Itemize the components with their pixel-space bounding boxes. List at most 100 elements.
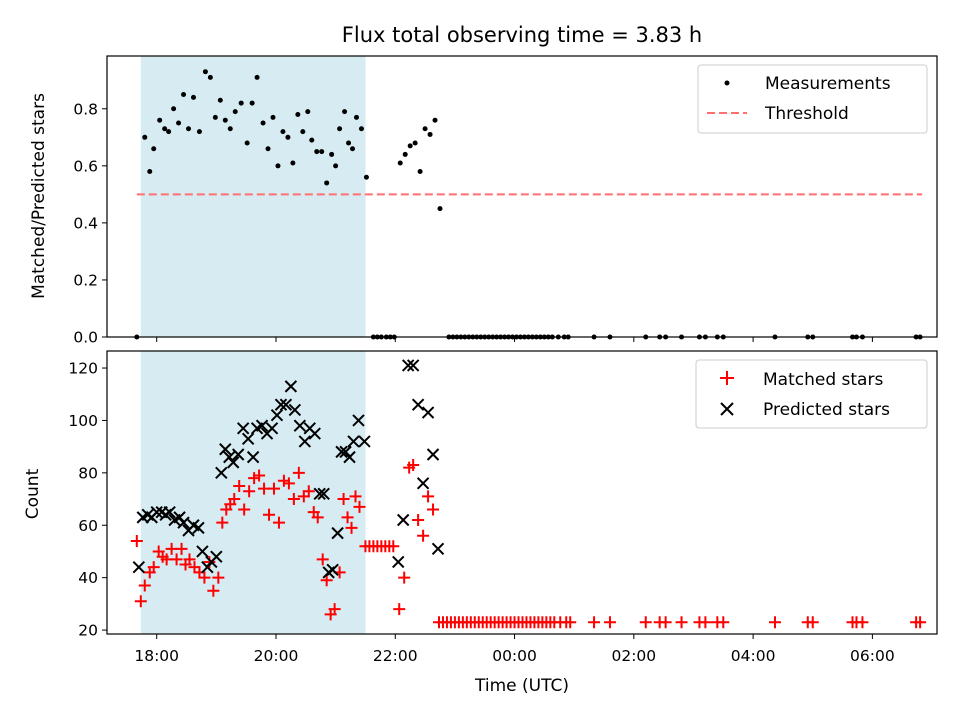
measurement-point — [162, 126, 168, 132]
count-axes-frame — [106, 350, 938, 635]
matched-star-point — [233, 479, 246, 492]
predicted-star-point — [313, 487, 326, 501]
predicted-star-point — [317, 487, 330, 501]
measurement-point — [300, 129, 306, 135]
measurement-point — [437, 206, 443, 212]
matched-star-point — [768, 616, 781, 629]
predicted-star-point — [232, 448, 245, 461]
matched-star-point — [267, 482, 280, 495]
ratio-y-tick-label: 0.6 — [73, 157, 98, 175]
measurement-point — [342, 109, 348, 115]
measurement-point — [227, 126, 233, 132]
matched-star-point — [412, 514, 425, 527]
count-panel: 20 40 60 80 100 120 18:00 20:00 22:00 00:00 02:00 0… — [23, 350, 938, 696]
predicted-legend-label: Predicted stars — [763, 400, 890, 420]
matched-star-point — [588, 616, 601, 629]
count-axis-ticks: 20 40 60 80 100 120 18:00 20:00 22:00 00:00 02:00 0… — [68, 360, 894, 665]
predicted-star-point — [421, 406, 435, 419]
predicted-star-point — [308, 427, 321, 440]
matched-star-point — [175, 542, 188, 555]
measurement-point — [186, 126, 192, 132]
predicted-star-point — [163, 505, 176, 519]
matched-star-point — [856, 616, 869, 629]
measurement-point — [305, 109, 311, 115]
count-x-tick-label: 22:00 — [373, 647, 418, 665]
ratio-axis-ticks: 0.0 0.2 0.4 0.6 0.8 — [73, 100, 873, 347]
predicted-legend-marker — [720, 402, 734, 416]
count-x-tick-label: 18:00 — [134, 647, 179, 665]
measurement-point — [417, 169, 423, 175]
measurement-point — [249, 100, 255, 106]
predicted-star-point — [331, 526, 344, 540]
measurement-point — [157, 117, 163, 123]
count-x-tick-label: 06:00 — [850, 647, 895, 665]
ratio-y-axis-label: Matched/Predicted stars — [29, 93, 49, 299]
count-x-tick-label: 20:00 — [254, 647, 299, 665]
count-y-tick-label: 60 — [78, 517, 98, 535]
predicted-star-point — [352, 414, 365, 427]
matched-star-point — [393, 603, 406, 616]
matched-star-point — [316, 553, 329, 566]
predicted-star-point — [397, 513, 410, 527]
matched-star-point — [272, 516, 285, 529]
measurement-point — [353, 114, 359, 120]
measurement-point — [190, 94, 196, 100]
ratio-legend: Measurements Threshold — [697, 64, 928, 134]
measurement-point — [207, 74, 213, 80]
count-y-tick-label: 20 — [78, 622, 98, 640]
matched-star-point — [320, 574, 333, 587]
measurement-point — [309, 137, 315, 143]
count-legend-box — [695, 359, 928, 429]
threshold-legend-label: Threshold — [764, 104, 849, 124]
matched-star-point — [238, 503, 251, 516]
measurement-point — [285, 134, 291, 140]
measurement-point — [244, 140, 250, 146]
predicted-star-point — [392, 555, 405, 569]
measurement-point — [196, 129, 202, 135]
predicted-star-point — [270, 408, 284, 422]
count-y-tick-label: 120 — [68, 360, 98, 378]
matched-star-point — [183, 553, 196, 566]
measurement-point — [402, 151, 408, 157]
matched-star-point — [675, 616, 688, 629]
predicted-star-point — [210, 550, 223, 563]
predicted-star-point — [241, 432, 255, 445]
count-y-tick-label: 100 — [68, 412, 98, 430]
measurement-point — [254, 74, 260, 80]
predicted-star-point — [288, 403, 302, 417]
matched-star-point — [198, 571, 211, 584]
matched-star-point — [263, 508, 276, 521]
count-x-tick-label: 04:00 — [731, 647, 776, 665]
matched-star-point — [147, 561, 160, 574]
measurement-point — [265, 146, 271, 152]
measurement-point — [329, 151, 335, 157]
predicted-star-point — [279, 398, 293, 411]
measurement-point — [212, 114, 218, 120]
predicted-star-point — [431, 542, 445, 556]
predicted-star-point — [326, 563, 339, 577]
measurement-point — [363, 174, 369, 180]
predicted-star-point — [401, 359, 415, 372]
measurement-point — [217, 97, 223, 103]
measurement-point — [181, 92, 187, 98]
observing-window-shade — [140, 351, 366, 634]
matched-star-point — [603, 616, 616, 629]
measurement-points — [134, 69, 923, 340]
ratio-axes-frame — [106, 55, 938, 338]
measurement-point — [232, 109, 238, 115]
matched-star-point — [914, 616, 927, 629]
predicted-star-point — [177, 516, 190, 529]
predicted-star-point — [215, 466, 228, 480]
predicted-star-point — [236, 422, 250, 435]
predicted-star-point — [192, 521, 205, 535]
measurement-point — [350, 146, 356, 152]
predicted-star-point — [358, 435, 371, 448]
matched-star-point — [387, 540, 400, 553]
matched-star-point — [717, 616, 730, 629]
matched-legend-label: Matched stars — [763, 370, 883, 390]
predicted-star-point — [298, 435, 312, 448]
measurement-point — [422, 126, 428, 132]
ratio-y-tick-label: 0.4 — [73, 214, 98, 232]
measurement-point — [333, 163, 339, 169]
